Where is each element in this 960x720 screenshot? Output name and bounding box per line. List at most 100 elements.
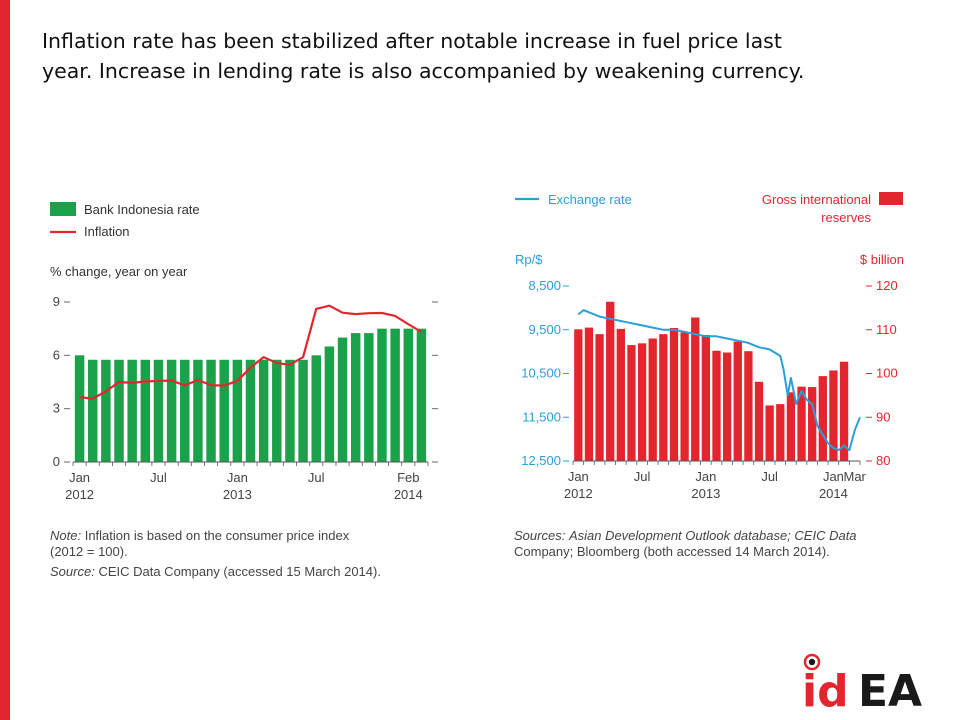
bar-bank-rate <box>390 328 400 462</box>
bar-reserves <box>669 328 679 461</box>
source-text: Asian Development Outlook database; CEIC… <box>568 528 857 543</box>
x-tick-label: Jan <box>69 470 90 485</box>
bar-reserves <box>829 370 838 461</box>
bar-reserves <box>808 387 817 461</box>
bar-reserves <box>574 329 583 461</box>
bar-reserves <box>765 405 774 461</box>
bar-bank-rate <box>364 333 374 462</box>
logo-dot-ring-icon <box>803 653 821 671</box>
bar-bank-rate <box>403 328 414 462</box>
right-axis-label: $ billion <box>860 252 904 267</box>
note-text-line2: (2012 = 100). <box>50 544 128 559</box>
note-prefix: Note: <box>50 528 82 543</box>
y-axis-label: % change, year on year <box>50 264 188 279</box>
legend-swatch-bank-rate <box>50 202 76 216</box>
y-tick-label: 0 <box>53 454 60 469</box>
bar-bank-rate <box>272 359 282 462</box>
bar-reserves <box>680 332 689 461</box>
plot-area: 9 6 3 0 Jan 2012 Jul Jan 2013 Jul Feb 2014 <box>53 294 438 502</box>
y-right-tick-label: 100 <box>876 366 898 381</box>
y-tick-label: 3 <box>53 401 60 416</box>
left-chart-notes: Note: Inflation is based on the consumer… <box>50 528 381 580</box>
line-exchange-rate <box>577 309 861 452</box>
logo-text-id: id <box>802 666 849 712</box>
bar-bank-rate <box>245 359 256 462</box>
bar-reserves <box>595 334 604 461</box>
legend-label-reserves-line2: reserves <box>821 210 871 225</box>
source-prefix: Source: <box>50 564 95 579</box>
x-tick-label-year: 2013 <box>223 487 252 502</box>
bar-bank-rate <box>298 359 308 462</box>
bar-bank-rate <box>140 359 151 462</box>
bar-bank-rate <box>193 359 203 462</box>
bar-bank-rate <box>180 359 190 462</box>
bar-bank-rate <box>232 359 243 462</box>
logo-text-ea: EA <box>858 666 922 712</box>
bar-bank-rate <box>87 359 98 462</box>
x-tick-label-year: 2013 <box>691 486 720 501</box>
x-tick-label: Jan <box>227 470 248 485</box>
bar-bank-rate <box>219 359 229 462</box>
source-prefix: Sources: <box>514 528 566 543</box>
legend-swatch-reserves <box>879 192 903 205</box>
bar-reserves <box>637 343 647 461</box>
x-tick-label: Jul <box>150 470 167 485</box>
bar-bank-rate <box>101 359 111 462</box>
legend-label-reserves: Gross international <box>762 192 871 207</box>
bar-reserves <box>722 352 732 461</box>
bar-reserves <box>839 361 849 461</box>
y-left-tick-label: 9,500 <box>528 322 561 337</box>
x-tick-label: Jan <box>823 469 844 484</box>
bar-reserves <box>712 350 721 461</box>
plot-area: 8,500 9,500 10,500 11,500 12,500 120 110 100 90 8… <box>521 278 897 501</box>
left-axis-label: Rp/$ <box>515 252 543 267</box>
y-right-tick-label: 80 <box>876 453 890 468</box>
source-text: CEIC Data Company (accessed 15 March 201… <box>98 564 381 579</box>
x-tick-label-year: 2012 <box>564 486 593 501</box>
bar-bank-rate <box>258 359 269 462</box>
bar-reserves <box>691 317 700 461</box>
slide-headline: Inflation rate has been stabilized after… <box>42 26 922 86</box>
bar-bank-rate <box>285 359 295 462</box>
bar-bank-rate <box>337 337 348 462</box>
bar-bank-rate <box>153 359 164 462</box>
x-tick-label: Mar <box>843 469 866 484</box>
x-tick-label-year: 2012 <box>65 487 94 502</box>
note-text: Inflation is based on the consumer price… <box>84 528 350 543</box>
y-left-tick-label: 11,500 <box>522 409 561 424</box>
bar-bank-rate <box>377 328 387 462</box>
bar-reserves <box>754 381 764 461</box>
bar-bank-rate <box>311 355 321 462</box>
x-tick-label: Jan <box>568 469 589 484</box>
y-right-tick-label: 90 <box>876 409 890 424</box>
x-tick-label-year: 2014 <box>819 486 848 501</box>
bar-reserves <box>616 328 625 461</box>
bar-reserves <box>818 376 827 461</box>
y-left-tick-label: 12,500 <box>521 453 561 468</box>
y-tick-label: 9 <box>53 294 60 309</box>
bar-bank-rate <box>114 359 124 462</box>
y-left-tick-label: 10,500 <box>521 366 561 381</box>
bar-reserves <box>701 335 711 461</box>
inflation-policy-rate-chart: Bank Indonesia rate Inflation % change, … <box>50 202 438 502</box>
source-text-line2: Company; Bloomberg (both accessed 14 Mar… <box>514 544 830 559</box>
bar-reserves <box>584 327 594 461</box>
exchange-rate-reserves-chart: Exchange rate Gross international reserv… <box>515 192 904 501</box>
x-tick-label: Jul <box>308 470 325 485</box>
bar-reserves <box>776 404 785 461</box>
x-tick-label: Jul <box>634 469 651 484</box>
y-left-tick-label: 8,500 <box>528 278 561 293</box>
bar-reserves <box>627 345 636 461</box>
y-right-tick-label: 120 <box>876 278 898 293</box>
bar-bank-rate <box>206 359 216 462</box>
y-tick-label: 6 <box>53 347 60 362</box>
headline-line-2: year. Increase in lending rate is also a… <box>42 59 805 83</box>
bar-reserves <box>606 301 615 461</box>
legend-label-inflation: Inflation <box>84 224 130 239</box>
legend-label-bank-rate: Bank Indonesia rate <box>84 202 200 217</box>
headline-line-1: Inflation rate has been stabilized after… <box>42 29 782 53</box>
bar-reserves <box>648 338 657 461</box>
right-chart-notes: Sources: Asian Development Outlook datab… <box>514 528 857 560</box>
bar-reserves <box>786 392 796 461</box>
bar-bank-rate <box>127 359 137 462</box>
